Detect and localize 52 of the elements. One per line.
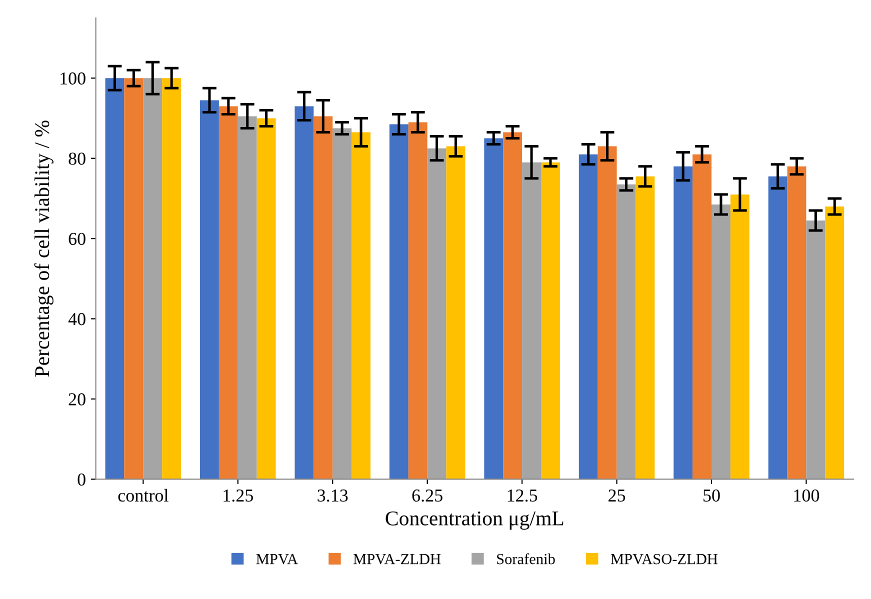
- bar: [294, 106, 314, 480]
- x-axis-title: Concentration μg/mL: [386, 511, 564, 530]
- bar: [218, 106, 238, 480]
- x-tick-label: 12.5: [508, 489, 538, 502]
- bar: [332, 128, 352, 480]
- bar: [238, 116, 257, 480]
- bar: [712, 204, 730, 480]
- bar: [787, 166, 806, 480]
- y-axis-title: Percentage of cell viability / %: [34, 120, 54, 377]
- bar: [578, 154, 598, 480]
- bar: [616, 184, 636, 480]
- y-tick-label: 60: [68, 232, 86, 245]
- bar: [200, 100, 219, 480]
- bar: [806, 220, 826, 480]
- bar: [124, 78, 144, 480]
- y-tick-label: 40: [68, 313, 86, 326]
- x-tick-label: 3.13: [318, 489, 348, 502]
- bar: [389, 124, 408, 480]
- bar: [484, 138, 504, 480]
- bar: [314, 116, 333, 480]
- x-tick-label: 100: [794, 489, 820, 502]
- y-tick-label: 80: [68, 152, 86, 165]
- x-tick-label: 6.25: [412, 489, 442, 502]
- legend-label: MPVA-ZLDH: [353, 554, 441, 564]
- x-tick-label: 1.25: [224, 489, 253, 502]
- bar: [143, 78, 162, 480]
- legend-label: MPVASO-ZLDH: [610, 554, 718, 564]
- bar: [825, 206, 844, 480]
- bar: [427, 148, 446, 480]
- bar: [768, 176, 788, 480]
- y-tick-label: 0: [78, 473, 86, 486]
- bar: [692, 154, 712, 480]
- legend-label: MPVA: [256, 554, 298, 564]
- bar: [105, 78, 124, 480]
- y-tick-label: 100: [60, 72, 86, 85]
- bar: [503, 132, 522, 480]
- x-tick-label: 50: [704, 489, 720, 502]
- bar: [352, 132, 370, 480]
- bar: [256, 118, 276, 480]
- x-tick-label: 25: [608, 489, 626, 502]
- bar: [730, 194, 750, 480]
- bar: [636, 176, 655, 480]
- bar: [522, 162, 541, 480]
- legend-label: Sorafenib: [497, 553, 555, 564]
- bar: [674, 166, 693, 480]
- bar: [408, 122, 428, 480]
- x-tick-label: control: [118, 488, 168, 502]
- bar: [541, 162, 560, 480]
- bar: [598, 146, 617, 480]
- bar: [162, 78, 182, 480]
- y-tick-label: 20: [68, 393, 86, 406]
- bar: [446, 146, 466, 480]
